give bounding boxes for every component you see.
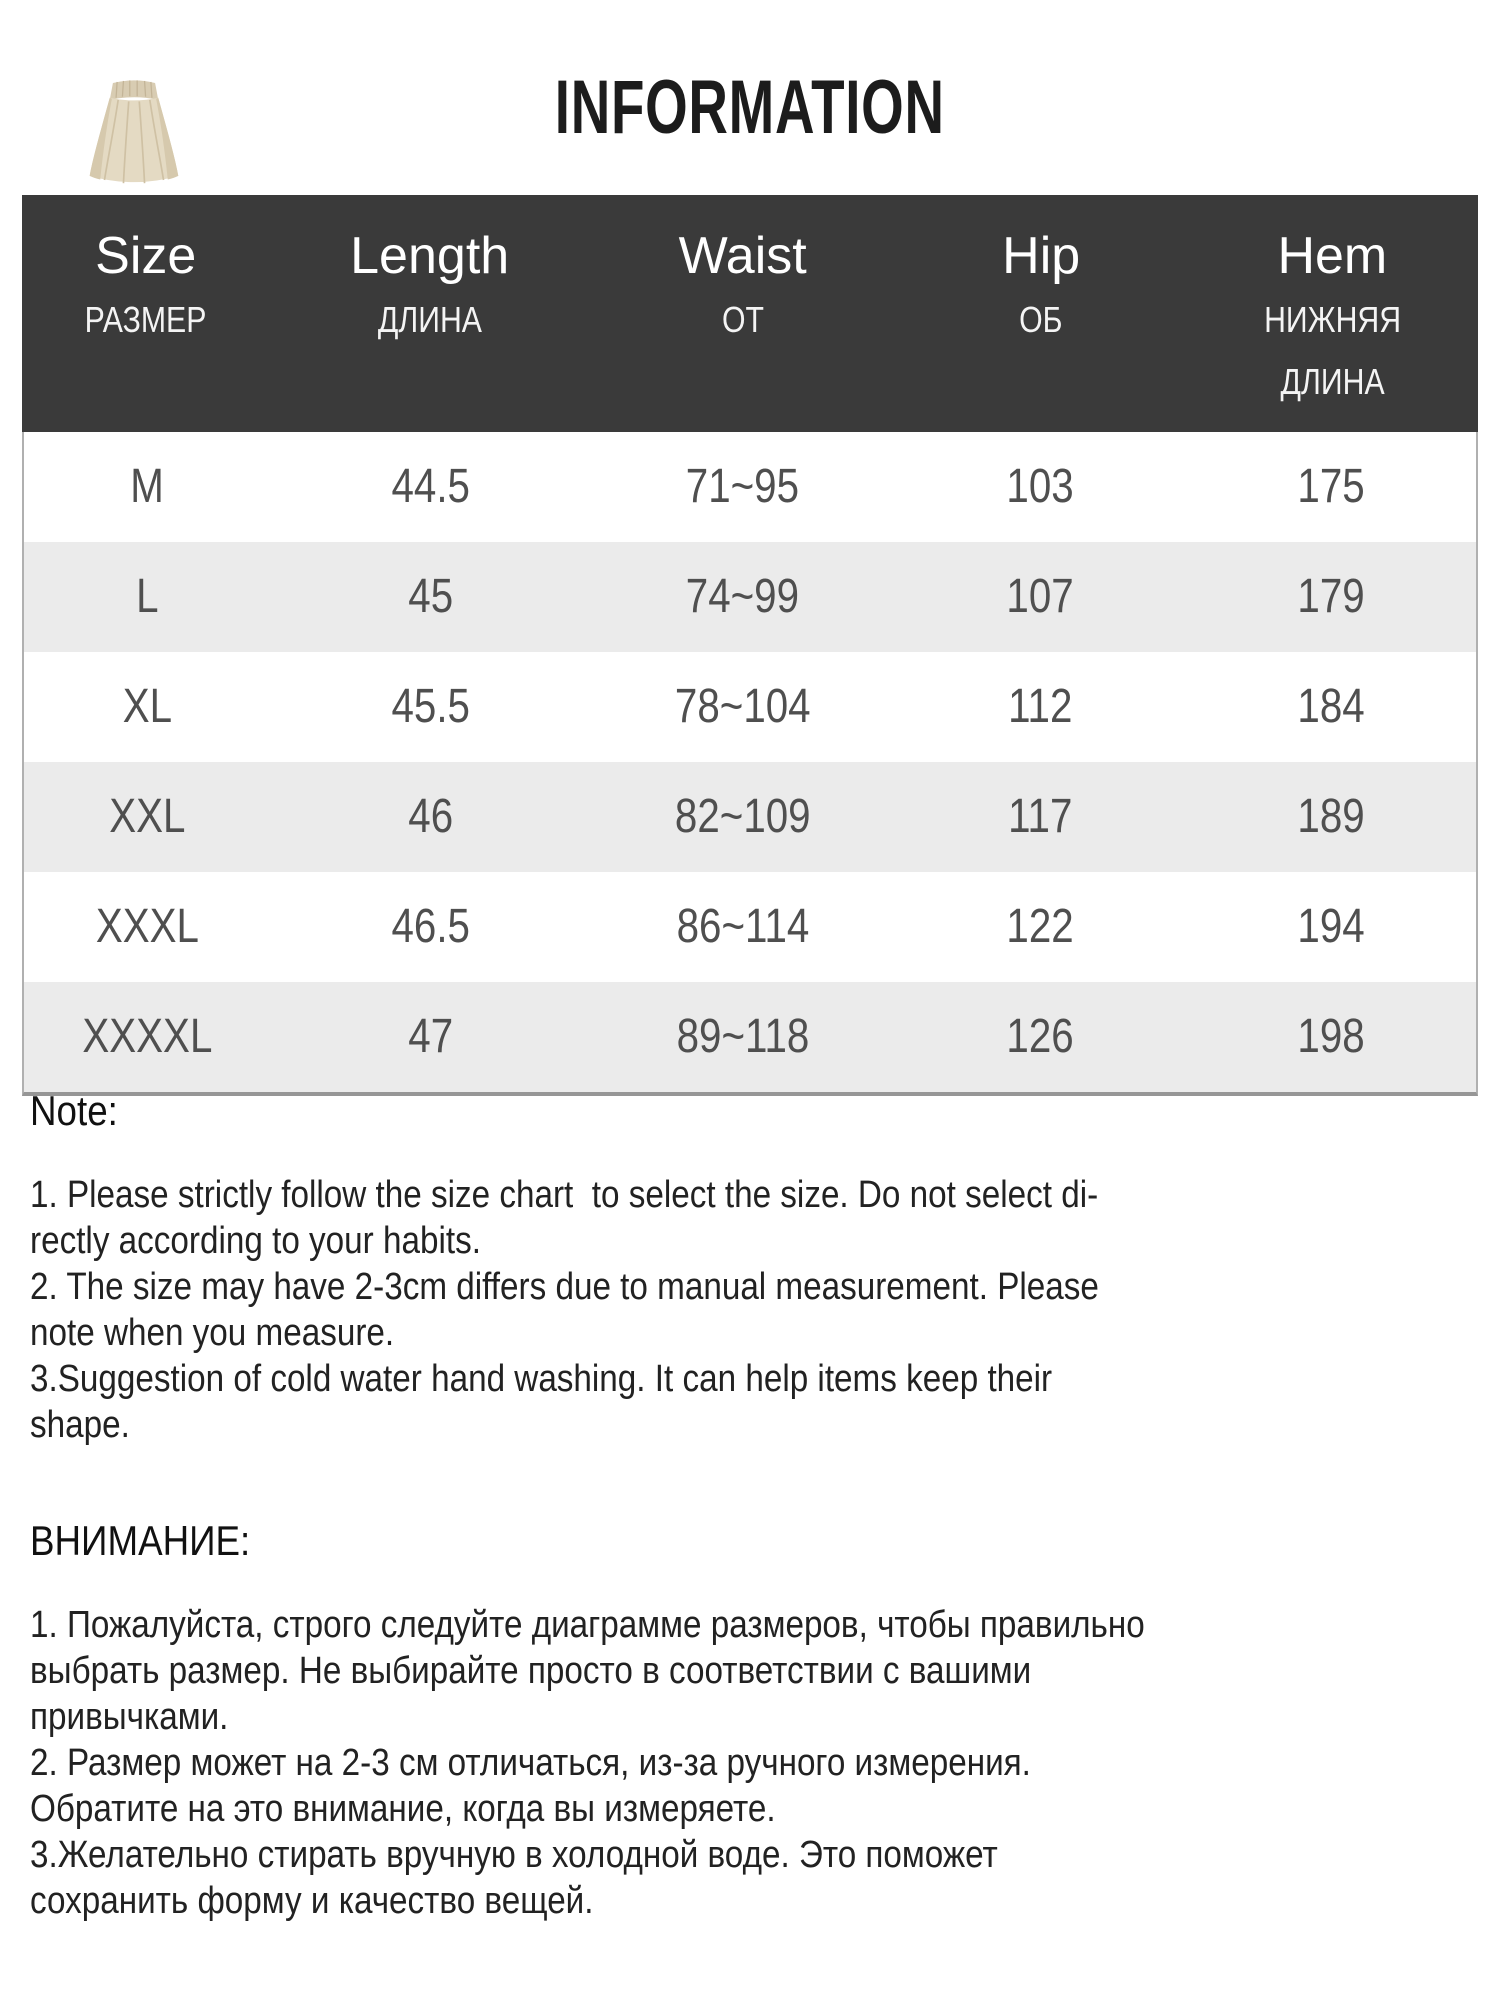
note-line: 1. Пожалуйста, строго следуйте диаграмме… <box>30 1604 1145 1646</box>
table-row-xxxxl: XXXXL 47 89~118 126 198 <box>24 982 1476 1092</box>
cell-waist: 74~99 <box>686 570 800 623</box>
column-header-en: Hip <box>1002 227 1081 285</box>
column-header-ru: ОТ <box>721 299 764 340</box>
notes-english: Note: 1. Please strictly follow the size… <box>30 1086 1500 1448</box>
note-lines-ru: 1. Пожалуйста, строго следуйте диаграмме… <box>30 1602 1486 1924</box>
note-line: note when you measure. <box>30 1312 395 1354</box>
cell-hem: 189 <box>1297 790 1365 843</box>
note-line: выбрать размер. Не выбирайте просто в со… <box>30 1650 1032 1692</box>
cell-length: 47 <box>408 1010 453 1063</box>
note-line: 3.Suggestion of cold water hand washing.… <box>30 1358 1053 1400</box>
note-heading-ru: ВНИМАНИЕ: <box>30 1517 251 1564</box>
cell-size: XXXXL <box>82 1010 213 1063</box>
column-header-waist: Waist ОТ <box>590 223 896 413</box>
column-header-en: Waist <box>678 227 807 285</box>
note-line: rectly according to your habits. <box>30 1220 481 1262</box>
note-line: 3.Желательно стирать вручную в холодной … <box>30 1834 998 1876</box>
cell-waist: 82~109 <box>674 790 811 843</box>
note-line: shape. <box>30 1404 130 1446</box>
note-lines-en: 1. Please strictly follow the size chart… <box>30 1172 1486 1448</box>
column-header-ru: НИЖНЯЯ ДЛИНА <box>1263 299 1401 402</box>
cell-hem: 198 <box>1297 1010 1365 1063</box>
note-line: 2. The size may have 2-3cm differs due t… <box>30 1266 1099 1308</box>
table-row-xxxl: XXXL 46.5 86~114 122 194 <box>24 872 1476 982</box>
cell-hem: 194 <box>1297 900 1365 953</box>
cell-hem: 179 <box>1297 570 1365 623</box>
cell-hip: 122 <box>1006 900 1074 953</box>
table-row-xl: XL 45.5 78~104 112 184 <box>24 652 1476 762</box>
column-header-en: Length <box>350 227 510 285</box>
note-line: 2. Размер может на 2-3 см отличаться, из… <box>30 1742 1031 1784</box>
cell-hip: 112 <box>1008 680 1073 733</box>
column-header-ru: РАЗМЕР <box>84 299 207 340</box>
cell-length: 45 <box>408 570 453 623</box>
column-header-ru: ДЛИНА <box>377 299 482 340</box>
size-table-header: Size РАЗМЕР Length ДЛИНА Waist ОТ Hip ОБ… <box>22 195 1478 432</box>
cell-hip: 103 <box>1006 460 1074 513</box>
cell-length: 46.5 <box>391 900 470 953</box>
column-header-hip: Hip ОБ <box>896 223 1187 413</box>
cell-hem: 175 <box>1297 460 1365 513</box>
cell-size: L <box>136 570 159 623</box>
note-line: 1. Please strictly follow the size chart… <box>30 1174 1099 1216</box>
note-heading-en: Note: <box>30 1087 118 1134</box>
cell-size: XXL <box>109 790 186 843</box>
page-title: INFORMATION <box>555 65 945 150</box>
table-row-xxl: XXL 46 82~109 117 189 <box>24 762 1476 872</box>
table-row-m: M 44.5 71~95 103 175 <box>24 432 1476 542</box>
note-line: сохранить форму и качество вещей. <box>30 1880 594 1922</box>
column-header-en: Hem <box>1277 227 1388 285</box>
note-line: привычками. <box>30 1696 229 1738</box>
size-table: Size РАЗМЕР Length ДЛИНА Waist ОТ Hip ОБ… <box>22 195 1478 1096</box>
cell-size: XL <box>122 680 173 733</box>
cell-hem: 184 <box>1297 680 1365 733</box>
cell-waist: 86~114 <box>676 900 810 953</box>
column-header-hem: Hem НИЖНЯЯ ДЛИНА <box>1187 223 1478 413</box>
cell-size: XXXL <box>95 900 199 953</box>
column-header-length: Length ДЛИНА <box>270 223 590 413</box>
cell-size: M <box>130 460 165 513</box>
note-line: Обратите на это внимание, когда вы измер… <box>30 1788 776 1830</box>
cell-length: 45.5 <box>391 680 470 733</box>
table-row-l: L 45 74~99 107 179 <box>24 542 1476 652</box>
column-header-ru: ОБ <box>1019 299 1063 340</box>
cell-length: 46 <box>408 790 453 843</box>
cell-hip: 107 <box>1006 570 1074 623</box>
column-header-en: Size <box>95 227 197 285</box>
size-table-body: M 44.5 71~95 103 175 L 45 74~99 107 179 … <box>22 432 1478 1096</box>
notes-russian: ВНИМАНИЕ: 1. Пожалуйста, строго следуйте… <box>30 1516 1500 1924</box>
cell-waist: 89~118 <box>676 1010 810 1063</box>
cell-hip: 117 <box>1008 790 1073 843</box>
column-header-size: Size РАЗМЕР <box>22 223 270 413</box>
cell-waist: 71~95 <box>686 460 800 513</box>
skirt-image <box>89 80 179 184</box>
cell-length: 44.5 <box>391 460 470 513</box>
cell-waist: 78~104 <box>674 680 811 733</box>
product-photo-skirt <box>76 74 192 188</box>
cell-hip: 126 <box>1006 1010 1074 1063</box>
